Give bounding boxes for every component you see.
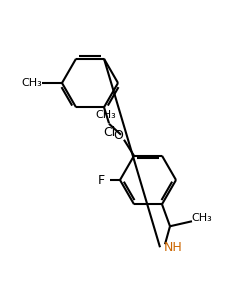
Text: CH₃: CH₃ xyxy=(192,213,212,223)
Text: NH: NH xyxy=(164,241,182,254)
Text: CH₃: CH₃ xyxy=(22,78,42,88)
Text: CH₃: CH₃ xyxy=(96,110,116,120)
Text: Cl: Cl xyxy=(103,126,115,139)
Text: O: O xyxy=(113,129,123,142)
Text: F: F xyxy=(97,173,105,187)
